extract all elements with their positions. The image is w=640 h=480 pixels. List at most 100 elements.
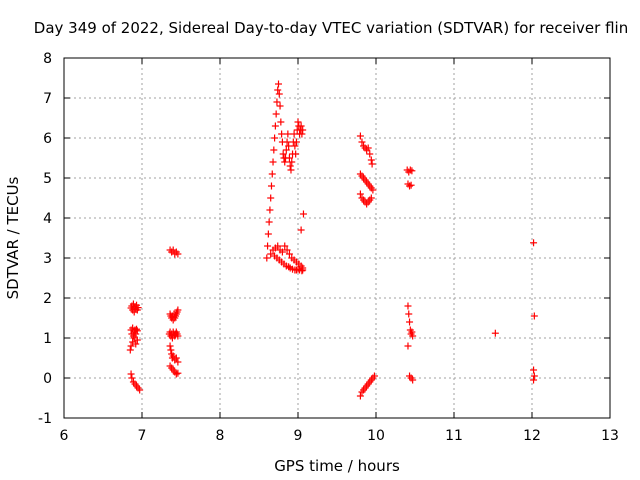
data-point <box>491 329 499 337</box>
data-point <box>278 248 286 256</box>
data-point <box>274 242 282 250</box>
data-point <box>271 122 279 130</box>
data-point <box>299 126 307 134</box>
data-point <box>133 327 141 335</box>
data-point <box>283 138 291 146</box>
data-point <box>367 156 375 164</box>
data-point <box>276 102 284 110</box>
data-point <box>269 158 277 166</box>
data-point <box>408 167 416 175</box>
data-point <box>297 226 305 234</box>
data-point <box>370 372 378 380</box>
data-point <box>172 354 180 362</box>
data-point <box>288 158 296 166</box>
data-point <box>265 218 273 226</box>
data-point <box>132 340 140 348</box>
data-point <box>267 250 275 258</box>
data-point <box>409 376 417 384</box>
data-point <box>278 130 286 138</box>
data-point <box>285 263 293 271</box>
data-point <box>174 358 182 366</box>
data-point <box>174 369 182 377</box>
x-tick-label: 6 <box>60 428 69 444</box>
data-point <box>294 265 302 273</box>
data-point <box>292 150 300 158</box>
data-point <box>268 170 276 178</box>
data-point <box>134 304 142 312</box>
data-point <box>286 162 294 170</box>
data-point <box>126 346 134 354</box>
data-point <box>287 166 295 174</box>
data-point <box>174 332 182 340</box>
x-tick-label: 11 <box>445 428 463 444</box>
data-point <box>133 325 141 333</box>
y-tick-label: -1 <box>38 411 52 427</box>
data-point <box>409 332 417 340</box>
y-axis-label: SDTVAR / TECUs <box>4 176 22 299</box>
data-point <box>285 250 293 258</box>
data-point <box>298 267 306 275</box>
data-point <box>133 336 141 344</box>
data-point <box>270 146 278 154</box>
data-point <box>294 118 302 126</box>
data-point <box>407 181 415 189</box>
data-point <box>408 328 416 336</box>
x-tick-label: 9 <box>294 428 303 444</box>
x-axis-label: GPS time / hours <box>274 457 400 475</box>
data-point <box>364 144 372 152</box>
data-point <box>281 242 289 250</box>
data-point <box>266 206 274 214</box>
x-tick-label: 13 <box>601 428 619 444</box>
data-point <box>267 194 275 202</box>
data-point <box>292 138 300 146</box>
data-point <box>274 86 282 94</box>
data-point <box>282 146 290 154</box>
data-point <box>285 142 293 150</box>
data-point <box>356 132 364 140</box>
data-point <box>132 330 140 338</box>
x-tick-label: 12 <box>523 428 541 444</box>
data-point <box>530 312 538 320</box>
data-point <box>530 372 538 380</box>
data-point <box>263 254 271 262</box>
data-point <box>174 250 182 258</box>
data-points <box>126 80 538 400</box>
data-point <box>406 182 414 190</box>
y-tick-label: 3 <box>43 251 52 267</box>
data-point <box>530 239 538 247</box>
grid-lines <box>64 58 610 418</box>
data-point <box>530 376 538 384</box>
y-tick-label: 5 <box>43 171 52 187</box>
data-point <box>174 306 182 314</box>
axis-ticks <box>63 57 611 419</box>
data-point <box>264 230 272 238</box>
data-point <box>128 374 136 382</box>
data-point <box>366 150 374 158</box>
data-point <box>369 186 377 194</box>
data-point <box>297 122 305 130</box>
data-point <box>406 166 414 174</box>
data-point <box>136 386 144 394</box>
data-point <box>299 210 307 218</box>
data-point <box>356 190 364 198</box>
y-tick-labels: -1 0 1 2 3 4 5 6 7 8 <box>38 51 52 427</box>
data-point <box>264 242 272 250</box>
chart-title: Day 349 of 2022, Sidereal Day-to-day VTE… <box>34 19 628 37</box>
data-point <box>285 154 293 162</box>
y-tick-label: 8 <box>43 51 52 67</box>
y-tick-label: 4 <box>43 211 52 227</box>
data-point <box>271 134 279 142</box>
data-point <box>291 142 299 150</box>
data-point <box>404 342 412 350</box>
x-tick-label: 7 <box>138 428 147 444</box>
data-point <box>127 370 135 378</box>
y-tick-label: 1 <box>43 331 52 347</box>
data-point <box>273 98 281 106</box>
data-point <box>127 342 135 350</box>
data-point <box>279 150 287 158</box>
data-point <box>405 310 413 318</box>
data-point <box>406 318 414 326</box>
y-tick-label: 6 <box>43 131 52 147</box>
